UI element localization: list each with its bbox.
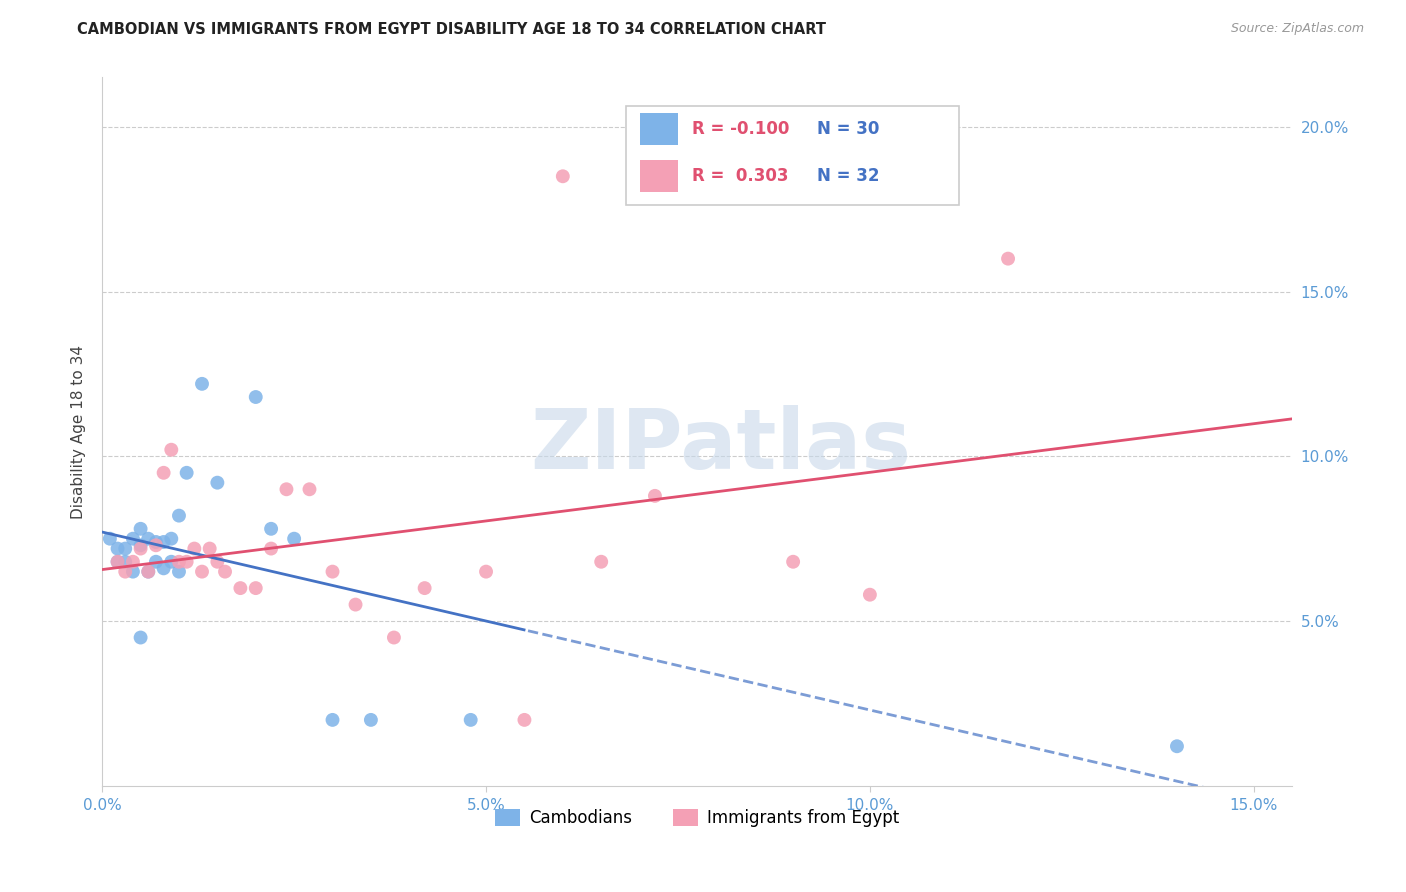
- Text: N = 32: N = 32: [817, 168, 880, 186]
- Point: [167, 555, 190, 569]
- Point: [160, 442, 183, 457]
- Point: [283, 532, 305, 546]
- Point: [136, 565, 159, 579]
- Point: [260, 541, 283, 556]
- Point: [167, 508, 190, 523]
- Point: [198, 541, 221, 556]
- Point: [591, 555, 613, 569]
- Point: [136, 565, 159, 579]
- Point: [122, 555, 145, 569]
- Point: [114, 555, 136, 569]
- Point: [207, 475, 229, 490]
- Text: N = 30: N = 30: [817, 120, 880, 137]
- Y-axis label: Disability Age 18 to 34: Disability Age 18 to 34: [72, 344, 86, 518]
- FancyBboxPatch shape: [626, 106, 959, 205]
- Text: CAMBODIAN VS IMMIGRANTS FROM EGYPT DISABILITY AGE 18 TO 34 CORRELATION CHART: CAMBODIAN VS IMMIGRANTS FROM EGYPT DISAB…: [77, 22, 827, 37]
- Point: [129, 541, 152, 556]
- Point: [207, 555, 229, 569]
- Point: [475, 565, 498, 579]
- Text: ZIPatlas: ZIPatlas: [530, 405, 911, 486]
- Point: [321, 565, 343, 579]
- Point: [191, 565, 214, 579]
- Point: [176, 555, 198, 569]
- Point: [145, 538, 167, 552]
- Point: [129, 538, 152, 552]
- Text: R =  0.303: R = 0.303: [692, 168, 789, 186]
- Point: [152, 466, 174, 480]
- Point: [321, 713, 343, 727]
- Point: [460, 713, 482, 727]
- Point: [382, 631, 405, 645]
- Bar: [640, 113, 678, 145]
- Point: [191, 376, 214, 391]
- Text: Source: ZipAtlas.com: Source: ZipAtlas.com: [1230, 22, 1364, 36]
- Point: [152, 535, 174, 549]
- Point: [513, 713, 536, 727]
- Point: [107, 555, 129, 569]
- Point: [229, 581, 252, 595]
- Point: [129, 631, 152, 645]
- Point: [160, 555, 183, 569]
- Point: [245, 581, 267, 595]
- Point: [782, 555, 804, 569]
- Point: [298, 483, 321, 497]
- Point: [276, 483, 298, 497]
- Point: [129, 522, 152, 536]
- Point: [260, 522, 283, 536]
- Point: [859, 588, 882, 602]
- Legend: Cambodians, Immigrants from Egypt: Cambodians, Immigrants from Egypt: [489, 803, 905, 834]
- Point: [344, 598, 367, 612]
- Text: R = -0.100: R = -0.100: [692, 120, 790, 137]
- Point: [214, 565, 236, 579]
- Point: [107, 555, 129, 569]
- Point: [245, 390, 267, 404]
- Point: [145, 535, 167, 549]
- Point: [152, 561, 174, 575]
- Point: [160, 532, 183, 546]
- Point: [107, 541, 129, 556]
- Point: [122, 532, 145, 546]
- Point: [551, 169, 574, 184]
- Point: [413, 581, 436, 595]
- Point: [167, 565, 190, 579]
- Point: [98, 532, 121, 546]
- Point: [183, 541, 205, 556]
- Point: [136, 532, 159, 546]
- Point: [114, 565, 136, 579]
- Point: [176, 466, 198, 480]
- Point: [644, 489, 666, 503]
- Point: [122, 565, 145, 579]
- Point: [114, 541, 136, 556]
- Point: [360, 713, 382, 727]
- Point: [145, 555, 167, 569]
- Bar: [640, 161, 678, 192]
- Point: [1166, 739, 1188, 754]
- Point: [997, 252, 1019, 266]
